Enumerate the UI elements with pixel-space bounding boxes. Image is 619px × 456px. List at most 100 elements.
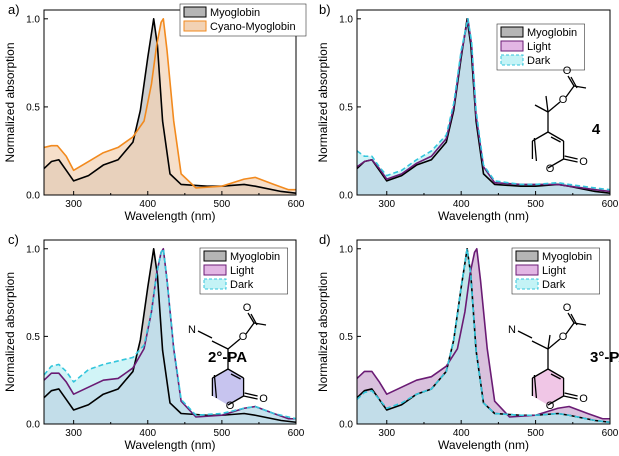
legend-swatch-dark [203, 278, 227, 290]
series-line-myoglobin [44, 247, 296, 424]
ring-oxygen: O [546, 163, 555, 175]
legend: Myoglobin Light Dark [511, 247, 600, 295]
panel-label: c) [8, 232, 19, 247]
nitrile-nitrogen: N [188, 324, 196, 336]
chemical-structure: O O O O N [188, 302, 268, 412]
x-axis-title: Wavelength (nm) [125, 438, 216, 452]
y-tick-label: 0.5 [339, 332, 353, 343]
acyl-oxygen: O [243, 302, 252, 314]
chemical-structure: O O O O N [508, 302, 588, 412]
y-tick-label: 0.5 [339, 102, 353, 113]
x-tick-label: 500 [214, 199, 231, 210]
panel-label: d) [319, 232, 331, 247]
legend-entry: Light [527, 41, 551, 53]
legend-entry: Myoglobin [527, 27, 577, 39]
legend-entry: Dark [542, 279, 566, 291]
y-axis-title: Normalized absorption [3, 42, 17, 162]
y-tick-label: 0.5 [26, 332, 40, 343]
legend-swatch-cyano [183, 20, 207, 32]
x-tick-label: 500 [527, 199, 544, 210]
double-bond [213, 374, 218, 399]
y-axis-title: Normalized absorption [3, 272, 17, 392]
legend-entry: Dark [527, 55, 551, 67]
x-tick-label: 400 [453, 199, 470, 210]
series-line-dark [357, 247, 610, 424]
ester-bond [547, 101, 561, 113]
x-axis-title: Wavelength (nm) [125, 209, 216, 223]
x-tick-label: 400 [139, 428, 156, 439]
series-fill-dark [357, 248, 610, 424]
y-tick-label: 1.0 [26, 14, 40, 25]
chart-panel-1: 300 400 500 600 0.0 0.5 1.0 Wavelength (nm) Norm… [3, 2, 307, 223]
x-axis-title: Wavelength (nm) [438, 438, 529, 452]
ester-bond [227, 338, 241, 350]
nitrile-bond [531, 340, 549, 350]
plot-frame [356, 9, 611, 196]
series-fill-light [357, 248, 610, 424]
legend-entry: Light [542, 265, 566, 277]
ester-bond [547, 338, 561, 350]
carbonyl-bond [563, 158, 578, 163]
double-bond [533, 137, 538, 162]
carbonyl-bond [243, 395, 258, 400]
y-tick-label: 0.0 [339, 191, 353, 202]
series-line-myoglobin [44, 18, 296, 195]
series-line-light [44, 247, 296, 420]
y-tick-label: 1.0 [339, 14, 353, 25]
x-tick-label: 600 [288, 199, 305, 210]
legend-entry: Cyano-Myoglobin [210, 21, 296, 33]
panel-label: a) [8, 2, 20, 17]
x-tick-label: 300 [65, 428, 82, 439]
y-tick-label: 0.0 [26, 420, 40, 431]
legend-swatch-light [500, 40, 524, 52]
compound-label: 3°-PA [590, 349, 619, 366]
panel-label: b) [319, 2, 331, 17]
ring-bond [227, 395, 244, 406]
y-tick-label: 0.5 [26, 102, 40, 113]
methyl-bond [547, 334, 551, 350]
double-bond [550, 136, 561, 143]
compound-label: 4 [592, 121, 601, 138]
ester-bond [245, 322, 255, 335]
y-tick-label: 1.0 [26, 244, 40, 255]
plot-area [44, 18, 296, 195]
series-line-cyano [44, 18, 296, 191]
legend-entry: Dark [230, 279, 254, 291]
chemical-structure: O O O O [531, 65, 588, 175]
y-tick-label: 1.0 [339, 244, 353, 255]
methyl-bond [545, 95, 549, 113]
legend-swatch-dark [500, 54, 524, 66]
x-tick-label: 400 [453, 428, 470, 439]
ring-bond [227, 368, 244, 379]
ring-bond [547, 395, 564, 406]
compound-label: 2°-PA [208, 349, 247, 366]
legend-entry: Myoglobin [542, 251, 592, 263]
y-axis-title: Normalized absorption [316, 272, 330, 392]
legend-swatch-light [515, 264, 539, 276]
carbonyl-bond [564, 155, 578, 160]
ring-bond [547, 131, 564, 142]
legend-swatch-myoglobin [183, 6, 207, 18]
ester-bond [567, 75, 575, 87]
legend: Myoglobin Light Dark [199, 247, 288, 295]
chart-panel-4: 300 400 500 600 0.0 0.5 1.0 Wavelength (nm) Norm… [316, 232, 619, 452]
nitrile-bond [197, 330, 213, 339]
acyl-oxygen: O [563, 65, 572, 77]
legend: Myoglobin Light Dark [496, 23, 585, 71]
methyl-bond [534, 104, 549, 113]
double-bond [550, 373, 561, 380]
x-tick-label: 500 [214, 428, 231, 439]
ester-oxygen: O [559, 331, 568, 343]
ring-bond [547, 158, 564, 169]
double-bond [230, 373, 241, 380]
ester-bond [567, 312, 575, 324]
ester-bond [253, 322, 267, 326]
ester-oxygen: O [239, 331, 248, 343]
series-line-dark [44, 247, 296, 420]
ester-bond [565, 322, 575, 335]
legend-swatch-myoglobin [500, 26, 524, 38]
legend-swatch-myoglobin [515, 250, 539, 262]
legend-swatch-myoglobin [203, 250, 227, 262]
x-tick-label: 300 [378, 428, 395, 439]
